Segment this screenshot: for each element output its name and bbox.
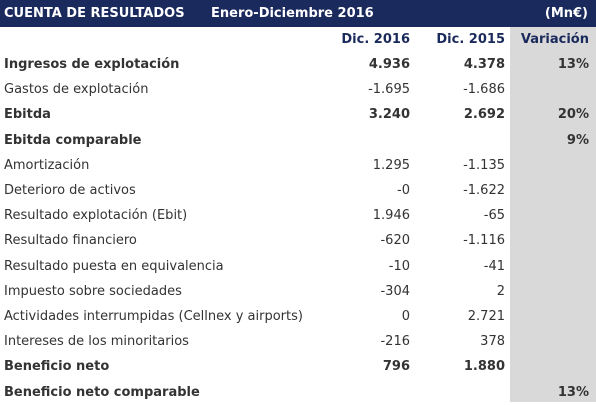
table-row: Intereses de los minoritarios -216 378 (0, 329, 596, 354)
table-row: Actividades interrumpidas (Cellnex y air… (0, 304, 596, 329)
table-row: Resultado puesta en equivalencia -10 -41 (0, 254, 596, 279)
table-row: Beneficio neto 796 1.880 (0, 354, 596, 379)
cell-dic-2016: -1.695 (368, 82, 410, 98)
row-label: Ebitda comparable (4, 132, 142, 148)
row-label: Resultado explotación (Ebit) (4, 208, 188, 224)
table-row: Resultado financiero -620 -1.116 (0, 228, 596, 253)
table-header-bar: CUENTA DE RESULTADOS Enero-Diciembre 201… (0, 0, 596, 27)
cell-dic-2016: -0 (397, 183, 410, 198)
row-label: Beneficio neto comparable (4, 384, 200, 400)
cell-dic-2015: -41 (483, 258, 505, 274)
cell-dic-2015: -1.686 (463, 82, 505, 98)
cell-dic-2016: -216 (380, 334, 410, 350)
row-label: Deterioro de activos (4, 183, 136, 198)
cell-dic-2015: 2.692 (463, 107, 505, 123)
cell-dic-2015: -1.622 (463, 183, 505, 198)
table-row: Deterioro de activos -0 -1.622 (0, 178, 596, 203)
row-label: Intereses de los minoritarios (4, 334, 189, 350)
cell-variation: 9% (566, 132, 589, 148)
row-label: Impuesto sobre sociedades (4, 283, 182, 299)
cell-variation: 13% (557, 384, 589, 400)
cell-variation: 20% (557, 107, 589, 123)
column-header-variation: Variación (520, 32, 589, 47)
row-label: Ebitda (4, 107, 51, 123)
cell-dic-2015: -1.135 (463, 157, 505, 173)
column-header-dic-2016: Dic. 2016 (341, 32, 410, 47)
cell-dic-2016: 0 (401, 309, 410, 324)
table-row: Resultado explotación (Ebit) 1.946 -65 (0, 203, 596, 228)
cell-dic-2016: -10 (388, 258, 410, 274)
column-header-dic-2015: Dic. 2015 (436, 32, 505, 47)
cell-dic-2015: -65 (483, 208, 505, 224)
table-title: CUENTA DE RESULTADOS (4, 6, 185, 21)
row-label: Ingresos de explotación (4, 57, 180, 72)
cell-dic-2016: 796 (382, 359, 410, 375)
table-row: Beneficio neto comparable 13% (0, 380, 596, 405)
cell-dic-2015: 378 (480, 334, 505, 350)
table-period: Enero-Diciembre 2016 (211, 6, 374, 21)
table-row: Impuesto sobre sociedades -304 2 (0, 279, 596, 304)
table-row: Ebitda 3.240 2.692 20% (0, 102, 596, 127)
cell-dic-2016: 3.240 (368, 107, 410, 123)
row-label: Resultado puesta en equivalencia (4, 258, 224, 274)
cell-dic-2016: -620 (380, 233, 410, 249)
cell-dic-2016: 4.936 (368, 57, 410, 72)
cell-dic-2016: -304 (380, 283, 410, 299)
table-row: Amortización 1.295 -1.135 (0, 153, 596, 178)
cell-variation: 13% (557, 57, 589, 72)
cell-dic-2015: 1.880 (463, 359, 505, 375)
column-headers: Dic. 2016 Dic. 2015 Variación (0, 27, 596, 52)
cell-dic-2015: 4.378 (463, 57, 505, 72)
cell-dic-2015: -1.116 (463, 233, 505, 249)
row-label: Actividades interrumpidas (Cellnex y air… (4, 309, 303, 324)
cell-dic-2016: 1.946 (372, 208, 410, 224)
row-label: Beneficio neto (4, 359, 110, 375)
row-label: Resultado financiero (4, 233, 137, 249)
table-row: Ebitda comparable 9% (0, 128, 596, 153)
variation-column-shade (510, 27, 596, 402)
row-label: Gastos de explotación (4, 82, 149, 98)
table-row: Gastos de explotación -1.695 -1.686 (0, 77, 596, 102)
cell-dic-2015: 2 (496, 283, 505, 299)
row-label: Amortización (4, 157, 90, 173)
cell-dic-2016: 1.295 (372, 157, 410, 173)
table-row: Ingresos de explotación 4.936 4.378 13% (0, 52, 596, 77)
cell-dic-2015: 2.721 (467, 309, 505, 324)
table-unit: (Mn€) (544, 6, 588, 21)
